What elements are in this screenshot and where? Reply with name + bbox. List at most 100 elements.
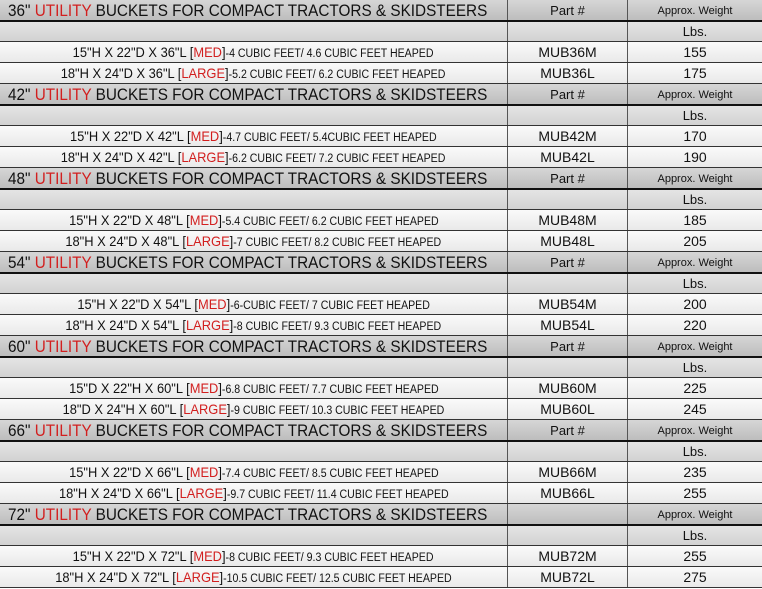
bracket-open: [ — [182, 233, 187, 249]
bracket-open: [ — [190, 44, 194, 60]
table-row: 15"H X 22"D X 72"L [MED]-8 CUBIC FEET/ 9… — [0, 546, 762, 567]
table-section: 36" UTILITY BUCKETS FOR COMPACT TRACTORS… — [0, 0, 762, 84]
weight-header: Approx. Weight — [657, 509, 733, 521]
capacity-spec: -9 CUBIC FEET/ 10.3 CUBIC FEET HEAPED — [230, 405, 445, 417]
size-grade: LARGE — [175, 569, 220, 585]
bucket-description: 18"D X 24"H X 60"L [LARGE]-9 CUBIC FEET/… — [0, 399, 508, 419]
size-grade: MED — [189, 212, 218, 228]
part-number-header — [508, 504, 628, 524]
weight-value: 170 — [683, 128, 707, 144]
weight-header: Approx. Weight — [657, 257, 733, 269]
description-text: 15"H X 22"D X 54"L [MED]-6-CUBIC FEET/ 7… — [77, 294, 430, 314]
table-section: 48" UTILITY BUCKETS FOR COMPACT TRACTORS… — [0, 168, 762, 252]
table-row: 18"H X 24"D X 48"L [LARGE]-7 CUBIC FEET/… — [0, 231, 762, 252]
table-row: 18"H X 24"D X 36"L [LARGE]-5.2 CUBIC FEE… — [0, 63, 762, 84]
title-rest: BUCKETS FOR COMPACT TRACTORS & SKIDSTEER… — [91, 1, 488, 20]
bracket-open: [ — [182, 317, 187, 333]
part-number: MUB42M — [508, 126, 628, 146]
empty-cell — [508, 274, 628, 293]
bracket-close: ] — [217, 212, 222, 228]
size-grade: MED — [190, 128, 220, 144]
dimensions: 15"H X 22"D X 54"L — [77, 296, 195, 312]
empty-cell — [508, 526, 628, 545]
section-title: 36" UTILITY BUCKETS FOR COMPACT TRACTORS… — [0, 0, 508, 20]
size-grade: MED — [197, 296, 227, 312]
section-header-row: 60" UTILITY BUCKETS FOR COMPACT TRACTORS… — [0, 336, 762, 358]
dimensions: 18"H X 24"D X 54"L — [65, 317, 183, 333]
description-text: 18"H X 24"D X 72"L [LARGE]-10.5 CUBIC FE… — [55, 567, 451, 587]
bucket-description: 15"H X 22"D X 48"L [MED]-5.4 CUBIC FEET/… — [0, 210, 508, 230]
title-rest: BUCKETS FOR COMPACT TRACTORS & SKIDSTEER… — [91, 505, 488, 524]
part-number-header: Part # — [508, 84, 628, 104]
empty-cell — [0, 442, 508, 461]
part-number: MUB72M — [508, 546, 628, 566]
table-section: 42" UTILITY BUCKETS FOR COMPACT TRACTORS… — [0, 84, 762, 168]
bucket-description: 18"H X 24"D X 72"L [LARGE]-10.5 CUBIC FE… — [0, 567, 508, 587]
weight-value: 200 — [683, 296, 707, 312]
table-row: 15"D X 22"H X 60"L [MED]-6.8 CUBIC FEET/… — [0, 378, 762, 399]
bucket-size: 54" — [8, 253, 31, 272]
title-highlight: UTILITY — [34, 1, 92, 20]
capacity-spec: -8 CUBIC FEET/ 9.3 CUBIC FEET HEAPED — [233, 321, 442, 333]
description-text: 15"H X 22"D X 36"L [MED]-4 CUBIC FEET/ 4… — [73, 42, 434, 62]
description-text: 18"H X 24"D X 36"L [LARGE]-5.2 CUBIC FEE… — [61, 63, 446, 83]
weight-value: 155 — [683, 44, 707, 60]
empty-cell — [508, 22, 628, 41]
bracket-close: ] — [222, 44, 226, 60]
bucket-description: 18"H X 24"D X 36"L [LARGE]-5.2 CUBIC FEE… — [0, 63, 508, 83]
bracket-open: [ — [185, 212, 190, 228]
capacity-spec: -4.7 CUBIC FEET/ 5.4CUBIC FEET HEAPED — [223, 132, 437, 144]
section-title-text: 72" UTILITY BUCKETS FOR COMPACT TRACTORS… — [8, 504, 487, 524]
capacity-spec: -7.4 CUBIC FEET/ 8.5 CUBIC FEET HEAPED — [221, 468, 439, 480]
bracket-close: ] — [222, 548, 226, 564]
bucket-description: 15"D X 22"H X 60"L [MED]-6.8 CUBIC FEET/… — [0, 378, 508, 398]
bracket-open: [ — [172, 569, 176, 585]
unit-label: Lbs. — [682, 360, 708, 375]
part-number: MUB48M — [508, 210, 628, 230]
section-title: 60" UTILITY BUCKETS FOR COMPACT TRACTORS… — [0, 336, 508, 356]
bracket-open: [ — [178, 65, 182, 81]
bracket-open: [ — [194, 296, 198, 312]
table-row: 15"H X 22"D X 36"L [MED]-4 CUBIC FEET/ 4… — [0, 42, 762, 63]
weight-header: Approx. Weight — [657, 341, 733, 353]
unit-label: Lbs. — [682, 528, 708, 543]
weight-value: 255 — [683, 485, 707, 501]
dimensions: 18"H X 24"D X 36"L — [61, 65, 179, 81]
capacity-spec: -6.8 CUBIC FEET/ 7.7 CUBIC FEET HEAPED — [221, 384, 439, 396]
unit-row: Lbs. — [0, 442, 762, 462]
part-number: MUB42L — [508, 147, 628, 167]
unit-label: Lbs. — [682, 276, 708, 291]
title-rest: BUCKETS FOR COMPACT TRACTORS & SKIDSTEER… — [91, 169, 488, 188]
capacity-spec: -6.2 CUBIC FEET/ 7.2 CUBIC FEET HEAPED — [229, 153, 446, 165]
bracket-open: [ — [179, 401, 184, 417]
table-row: 18"D X 24"H X 60"L [LARGE]-9 CUBIC FEET/… — [0, 399, 762, 420]
part-number-header: Part # — [508, 336, 628, 356]
dimensions: 15"D X 22"H X 60"L — [68, 380, 186, 396]
table-row: 18"H X 24"D X 72"L [LARGE]-10.5 CUBIC FE… — [0, 567, 762, 588]
title-rest: BUCKETS FOR COMPACT TRACTORS & SKIDSTEER… — [91, 85, 488, 104]
weight-value: 220 — [683, 317, 707, 333]
bracket-close: ] — [217, 464, 222, 480]
part-number: MUB66L — [508, 483, 628, 503]
part-number: MUB54M — [508, 294, 628, 314]
section-title-text: 54" UTILITY BUCKETS FOR COMPACT TRACTORS… — [8, 252, 487, 272]
title-rest: BUCKETS FOR COMPACT TRACTORS & SKIDSTEER… — [91, 253, 488, 272]
section-title: 48" UTILITY BUCKETS FOR COMPACT TRACTORS… — [0, 168, 508, 188]
empty-cell — [0, 274, 508, 293]
empty-cell — [508, 190, 628, 209]
table-section: 72" UTILITY BUCKETS FOR COMPACT TRACTORS… — [0, 504, 762, 588]
size-grade: MED — [193, 548, 223, 564]
section-header-row: 42" UTILITY BUCKETS FOR COMPACT TRACTORS… — [0, 84, 762, 106]
size-grade: LARGE — [179, 485, 223, 501]
capacity-spec: -9.7 CUBIC FEET/ 11.4 CUBIC FEET HEAPED — [226, 489, 449, 501]
bucket-description: 18"H X 24"D X 66"L [LARGE]-9.7 CUBIC FEE… — [0, 483, 508, 503]
description-text: 18"H X 24"D X 66"L [LARGE]-9.7 CUBIC FEE… — [59, 483, 449, 503]
bucket-description: 15"H X 22"D X 36"L [MED]-4 CUBIC FEET/ 4… — [0, 42, 508, 62]
bucket-size: 42" — [8, 85, 31, 104]
weight-value: 255 — [683, 548, 707, 564]
bucket-description: 15"H X 22"D X 54"L [MED]-6-CUBIC FEET/ 7… — [0, 294, 508, 314]
empty-cell — [0, 190, 508, 209]
description-text: 18"H X 24"D X 48"L [LARGE]-7 CUBIC FEET/… — [66, 231, 442, 251]
bucket-description: 18"H X 24"D X 48"L [LARGE]-7 CUBIC FEET/… — [0, 231, 508, 251]
dimensions: 18"D X 24"H X 60"L — [62, 401, 180, 417]
